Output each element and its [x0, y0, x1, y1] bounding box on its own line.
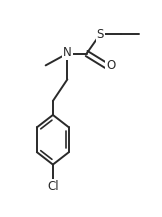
Text: S: S	[97, 28, 104, 41]
Text: N: N	[63, 46, 72, 59]
Text: O: O	[106, 59, 115, 72]
Text: Cl: Cl	[47, 180, 59, 193]
